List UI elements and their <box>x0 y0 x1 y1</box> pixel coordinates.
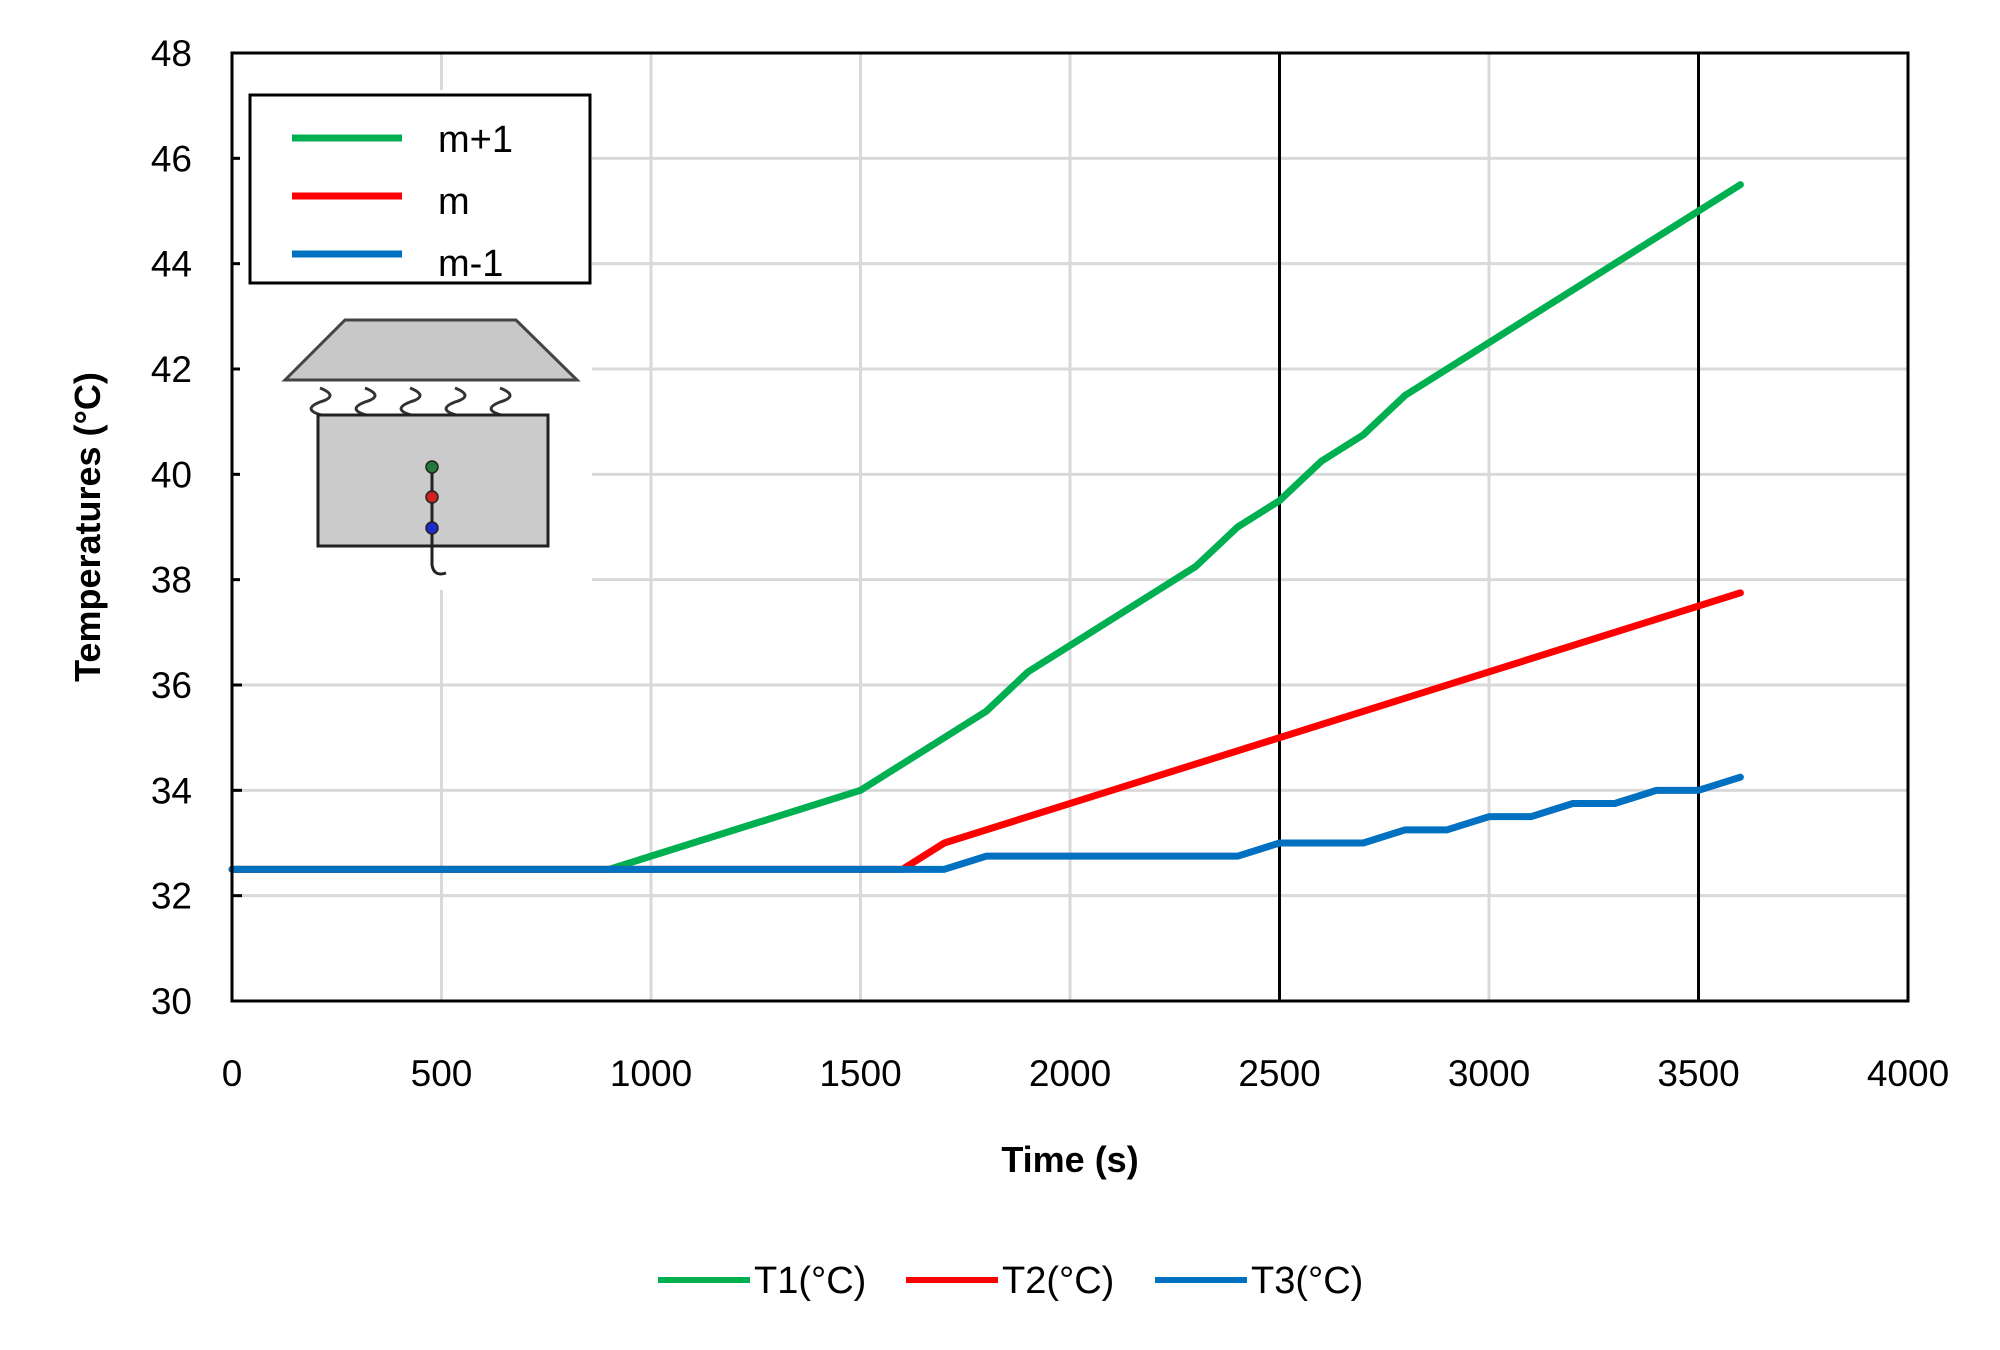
legend-label: T3(°C) <box>1251 1260 1363 1302</box>
x-tick-label: 1000 <box>610 1053 692 1094</box>
x-tick-label: 500 <box>411 1053 473 1094</box>
y-tick-label: 34 <box>151 770 192 811</box>
x-axis-title: Time (s) <box>1001 1139 1138 1180</box>
inset-legend: m+1 m m-1 <box>248 93 592 285</box>
y-tick-label: 38 <box>151 560 192 601</box>
x-tick-labels: 0 500 1000 1500 2000 2500 3000 3500 4000 <box>222 1053 1949 1094</box>
inset-legend-label: m-1 <box>438 243 503 285</box>
series-group <box>228 181 1744 873</box>
y-tick-label: 44 <box>151 244 192 285</box>
y-tick-label: 40 <box>151 454 192 495</box>
legend-label: T2(°C) <box>1002 1260 1114 1302</box>
inset-legend-label: m+1 <box>438 119 513 161</box>
x-tick-label: 1500 <box>819 1053 901 1094</box>
y-tick-label: 36 <box>151 665 192 706</box>
y-tick-label: 46 <box>151 138 192 179</box>
series-line-1 <box>228 181 1744 873</box>
x-tick-label: 0 <box>222 1053 243 1094</box>
legend-label: T1(°C) <box>754 1260 866 1302</box>
bottom-legend: T1(°C) T2(°C) T3(°C) <box>658 1260 1363 1302</box>
plot-frame <box>230 51 1910 1003</box>
inset-legend-label: m <box>438 181 470 223</box>
y-tick-label: 32 <box>151 876 192 917</box>
y-axis-title: Temperatures (°C) <box>67 372 108 682</box>
x-tick-label: 2000 <box>1029 1053 1111 1094</box>
x-tick-label: 3500 <box>1657 1053 1739 1094</box>
x-tick-label: 2500 <box>1238 1053 1320 1094</box>
sensor-diagram-icon <box>281 318 581 576</box>
y-tick-label: 30 <box>151 981 192 1022</box>
y-tick-label: 48 <box>151 33 192 74</box>
series-line-2 <box>228 589 1744 873</box>
x-tick-label: 4000 <box>1867 1053 1949 1094</box>
y-tick-labels: 30 32 34 36 38 40 42 44 46 48 <box>151 33 192 1022</box>
x-tick-label: 3000 <box>1448 1053 1530 1094</box>
y-tick-label: 42 <box>151 349 192 390</box>
